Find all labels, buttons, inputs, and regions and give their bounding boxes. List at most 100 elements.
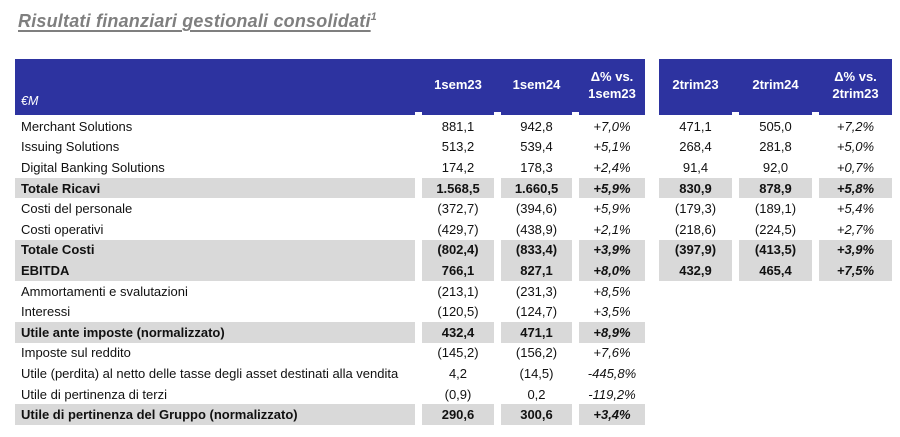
cell-2trim24: 465,4: [739, 260, 812, 281]
cell-1sem23: 290,6: [422, 404, 494, 425]
cell-1sem24: 827,1: [501, 260, 572, 281]
cell-1sem23: (213,1): [437, 283, 479, 299]
cell-2trim24: [739, 322, 812, 343]
cell-delta-1sem: +5,9%: [579, 177, 645, 199]
cell-delta-2trim: [819, 281, 892, 302]
underline-segment: [579, 112, 645, 115]
cell-delta-1sem: -445,8%: [587, 365, 637, 381]
cell-1sem23: 432,4: [422, 321, 494, 343]
cell-1sem23: 1.568,5: [422, 177, 494, 199]
cell-delta-1sem: +8,5%: [593, 283, 631, 299]
cell-delta-2trim: [819, 322, 892, 343]
table-row-costi-del-personale: Costi del personale (372,7) (394,6) +5,9…: [15, 198, 892, 219]
cell-2trim24: (224,5): [754, 221, 797, 237]
cell-1sem23: (429,7): [437, 221, 479, 237]
cell-delta-1sem: +5,9%: [593, 201, 631, 217]
cell-delta-1sem: +3,4%: [579, 404, 645, 425]
table-row-digital-banking-solutions: Digital Banking Solutions 174,2 178,3 +2…: [15, 157, 892, 178]
table-row-ebitda: EBITDA 766,1 827,1 +8,0% 432,9 465,4 +7,…: [15, 260, 892, 281]
underline-segment: [501, 112, 572, 115]
underline-segment: [819, 112, 892, 115]
cell-delta-1sem: +7,0%: [593, 118, 631, 134]
cell-2trim23: [659, 301, 732, 322]
cell-2trim23: [659, 343, 732, 364]
cell-delta-1sem: +7,6%: [593, 345, 631, 361]
cell-1sem23: (145,2): [437, 345, 479, 361]
row-label: Imposte sul reddito: [21, 345, 131, 361]
cell-delta-2trim: [819, 404, 892, 425]
table-row-utile-ante-imposte: Utile ante imposte (normalizzato) 432,4 …: [15, 321, 892, 343]
table-row-ammortamenti: Ammortamenti e svalutazioni (213,1) (231…: [15, 281, 892, 302]
cell-1sem24: (156,2): [515, 345, 558, 361]
cell-2trim24: 505,0: [759, 118, 792, 134]
cell-1sem23: 881,1: [441, 118, 475, 134]
table-row-merchant-solutions: Merchant Solutions 881,1 942,8 +7,0% 471…: [15, 116, 892, 137]
table-row-utile-pertinenza-gruppo: Utile di pertinenza del Gruppo (normaliz…: [15, 404, 892, 425]
row-label: Interessi: [21, 304, 71, 320]
cell-2trim23: [659, 363, 732, 384]
underline-segment: [15, 112, 415, 115]
footnote-marker: 1: [370, 11, 377, 23]
cell-2trim24: [739, 281, 812, 302]
header-group-semester-inner: €M 1sem23 1sem24 Δ% vs. 1sem23: [15, 59, 645, 112]
header-2trim24: 2trim24: [752, 77, 799, 93]
cell-1sem24: 942,8: [520, 118, 553, 134]
cell-2trim23: 432,9: [659, 260, 732, 281]
cell-2trim24: [739, 384, 812, 405]
underline-segment: [422, 112, 494, 115]
cell-1sem23: 766,1: [422, 260, 494, 281]
cell-2trim24: [739, 343, 812, 364]
header-group-quarter: 2trim23 2trim24 Δ% vs. 2trim23: [659, 59, 892, 112]
cell-2trim24: [739, 404, 812, 425]
cell-2trim23: [659, 384, 732, 405]
table-header-row: €M 1sem23 1sem24 Δ% vs. 1sem23 2trim23 2…: [15, 59, 892, 112]
cell-delta-2trim: [819, 343, 892, 364]
cell-2trim23: (179,3): [674, 201, 717, 217]
cell-delta-2trim: +0,7%: [836, 159, 875, 175]
row-label: Totale Costi: [15, 239, 415, 261]
row-label: Costi operativi: [21, 221, 104, 237]
financial-results-table: €M 1sem23 1sem24 Δ% vs. 1sem23 2trim23 2…: [15, 59, 892, 425]
cell-2trim23: 830,9: [659, 177, 732, 199]
cell-1sem24: 178,3: [520, 159, 553, 175]
cell-delta-1sem: +3,9%: [579, 239, 645, 261]
underline-segment: [739, 112, 812, 115]
row-label: Utile di pertinenza del Gruppo (normaliz…: [15, 404, 415, 425]
cell-1sem24: (124,7): [515, 304, 558, 320]
underline-segment: [659, 112, 732, 115]
cell-1sem24: 0,2: [527, 386, 546, 402]
cell-delta-1sem: +8,9%: [579, 321, 645, 343]
row-label: Digital Banking Solutions: [21, 159, 165, 175]
cell-1sem23: 174,2: [441, 159, 475, 175]
cell-2trim23: [659, 281, 732, 302]
cell-delta-2trim: +7,5%: [819, 260, 892, 281]
row-label: Costi del personale: [21, 201, 133, 217]
header-group-semester: €M 1sem23 1sem24 Δ% vs. 1sem23: [15, 59, 645, 112]
table-row-costi-operativi: Costi operativi (429,7) (438,9) +2,1% (2…: [15, 219, 892, 240]
cell-1sem23: (120,5): [437, 304, 479, 320]
cell-1sem24: 539,4: [520, 139, 553, 155]
cell-2trim24: (413,5): [739, 239, 812, 261]
cell-delta-2trim: +5,8%: [819, 177, 892, 199]
header-delta-2trim: Δ% vs. 2trim23: [832, 68, 879, 101]
cell-2trim23: (397,9): [659, 239, 732, 261]
cell-2trim23: 268,4: [679, 139, 712, 155]
table-row-utile-perdita-asset-vendita: Utile (perdita) al netto delle tasse deg…: [15, 363, 892, 384]
cell-1sem23: (0,9): [444, 386, 472, 402]
cell-1sem23: 4,2: [448, 365, 468, 381]
cell-delta-2trim: [819, 384, 892, 405]
row-label: Merchant Solutions: [21, 118, 133, 134]
cell-delta-2trim: +5,0%: [836, 139, 875, 155]
cell-delta-1sem: +2,4%: [593, 159, 631, 175]
cell-2trim24: 281,8: [759, 139, 792, 155]
cell-delta-1sem: +8,0%: [579, 260, 645, 281]
header-delta-1sem: Δ% vs. 1sem23: [588, 68, 636, 101]
cell-2trim23: 91,4: [682, 159, 709, 175]
cell-1sem23: (802,4): [422, 239, 494, 261]
header-2trim23: 2trim23: [672, 77, 719, 93]
row-label: Utile ante imposte (normalizzato): [15, 321, 415, 343]
cell-delta-2trim: [819, 301, 892, 322]
cell-1sem24: 471,1: [501, 321, 572, 343]
row-label: Totale Ricavi: [15, 177, 415, 199]
